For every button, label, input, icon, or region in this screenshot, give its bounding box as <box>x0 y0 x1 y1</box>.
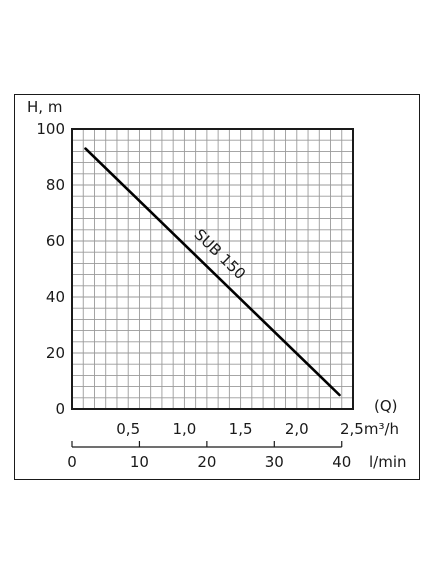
x-tick-label: 0,5 <box>116 420 140 438</box>
x-tick-label: 1,5 <box>229 420 253 438</box>
secondary-x-tick-label: 30 <box>265 453 284 471</box>
chart-frame: SUB 150 100 80 60 40 20 0 0,5 1,0 1,5 2,0 0 10 20 3… <box>14 94 420 480</box>
x-tick-labels: 0,5 1,0 1,5 2,0 <box>116 420 308 438</box>
series-line-sub-150 <box>84 147 341 397</box>
y-tick-label: 100 <box>36 120 65 138</box>
pump-curve-chart: SUB 150 100 80 60 40 20 0 0,5 1,0 1,5 2,0 0 10 20 3… <box>27 98 407 471</box>
plot-border <box>71 128 354 410</box>
secondary-x-tick-label: 40 <box>332 453 351 471</box>
x-axis-symbol: (Q) <box>374 397 398 415</box>
secondary-x-tick-label: 10 <box>130 453 149 471</box>
series-layer: SUB 150 <box>84 147 341 397</box>
secondary-x-tick-label: 0 <box>67 453 77 471</box>
secondary-x-axis: 0 10 20 30 40 <box>67 441 351 471</box>
y-axis-label: H, m <box>27 98 62 116</box>
grid <box>72 129 353 409</box>
y-tick-label: 20 <box>46 344 65 362</box>
secondary-x-axis-unit-label: l/min <box>369 453 407 471</box>
x-tick-label: 2,0 <box>285 420 309 438</box>
x-tick-label: 1,0 <box>172 420 196 438</box>
y-tick-label: 80 <box>46 176 65 194</box>
y-tick-label: 40 <box>46 288 65 306</box>
y-tick-label: 60 <box>46 232 65 250</box>
x-axis-unit-label: 2,5m³/h <box>340 420 399 438</box>
y-tick-label: 0 <box>55 400 65 418</box>
secondary-x-tick-label: 20 <box>197 453 216 471</box>
y-tick-labels: 100 80 60 40 20 0 <box>36 120 65 418</box>
